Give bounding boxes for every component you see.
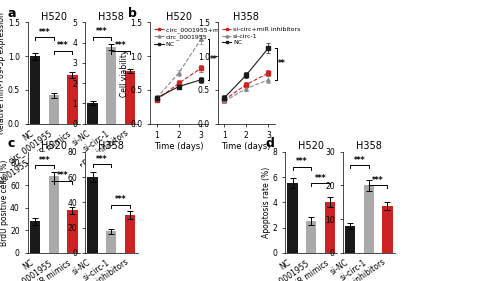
Bar <box>106 47 117 124</box>
Text: **: ** <box>278 60 285 69</box>
Text: ***: *** <box>115 195 126 204</box>
Text: ***: *** <box>96 27 108 36</box>
Title: H520: H520 <box>41 141 67 151</box>
Title: H358: H358 <box>98 141 124 151</box>
X-axis label: Time (days): Time (days) <box>222 142 271 151</box>
Bar <box>88 103 98 124</box>
Y-axis label: Apoptosis rate (%): Apoptosis rate (%) <box>262 167 271 238</box>
Title: H520: H520 <box>41 12 67 22</box>
Bar <box>30 221 40 253</box>
Bar <box>48 95 59 124</box>
Legend: circ_0001955+miR mimics, circ_0001955, NC: circ_0001955+miR mimics, circ_0001955, N… <box>153 26 250 48</box>
Text: a: a <box>8 7 16 20</box>
Y-axis label: Relative miR-769-5p expression: Relative miR-769-5p expression <box>0 12 6 134</box>
Text: c: c <box>8 137 15 149</box>
Text: ***: *** <box>372 176 384 185</box>
Text: ***: *** <box>38 28 50 37</box>
Legend: si-circ+miR inhibitors, si-circ-1, NC: si-circ+miR inhibitors, si-circ-1, NC <box>220 26 302 47</box>
X-axis label: Time (days): Time (days) <box>154 142 204 151</box>
Title: H520: H520 <box>298 141 324 151</box>
Bar <box>306 221 316 253</box>
Text: d: d <box>265 137 274 149</box>
Bar <box>325 202 335 253</box>
Y-axis label: Cell viability: Cell viability <box>120 49 129 97</box>
Y-axis label: BrdU positive cells (%): BrdU positive cells (%) <box>0 159 8 246</box>
Text: ***: *** <box>38 156 50 165</box>
Title: H358: H358 <box>356 141 382 151</box>
Bar <box>288 183 298 253</box>
Text: **: ** <box>210 55 218 64</box>
Title: H358: H358 <box>234 12 259 22</box>
Bar <box>382 206 392 253</box>
Bar <box>30 56 40 124</box>
Text: ***: *** <box>115 41 126 50</box>
Bar <box>68 210 78 253</box>
Text: ***: *** <box>315 174 326 183</box>
Text: ***: *** <box>58 41 69 50</box>
Text: ***: *** <box>296 157 308 166</box>
Bar <box>48 176 59 253</box>
Text: b: b <box>128 7 137 20</box>
Bar <box>68 75 78 124</box>
Bar <box>364 185 374 253</box>
Title: H520: H520 <box>166 12 192 22</box>
Bar <box>106 232 117 253</box>
Text: ***: *** <box>58 171 69 180</box>
Bar <box>125 71 135 124</box>
Bar <box>345 226 355 253</box>
Title: H358: H358 <box>98 12 124 22</box>
Bar <box>125 215 135 253</box>
Bar <box>88 177 98 253</box>
Text: ***: *** <box>96 155 108 164</box>
Text: ***: *** <box>354 156 365 165</box>
